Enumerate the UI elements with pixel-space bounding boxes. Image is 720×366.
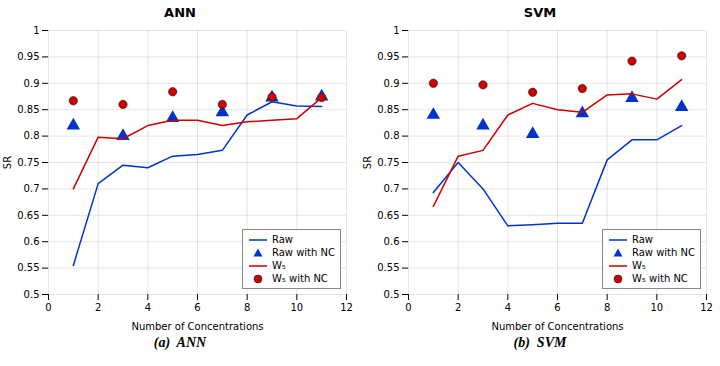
svg-text:0: 0 xyxy=(405,302,411,313)
html-text:W₅ with NC: W₅ with NC xyxy=(271,273,328,284)
html-text:Raw with NC: Raw with NC xyxy=(631,247,695,258)
svg-text:0.6: 0.6 xyxy=(384,236,400,247)
svg-text:0.55: 0.55 xyxy=(17,262,39,273)
svg-text:0.7: 0.7 xyxy=(24,183,40,194)
svg-text:8: 8 xyxy=(604,302,610,313)
svg-text:0.75: 0.75 xyxy=(377,157,399,168)
html-text:(b) SVM: (b) SVM xyxy=(513,335,567,350)
svg-text:0.65: 0.65 xyxy=(17,210,39,221)
svg-text:12: 12 xyxy=(340,302,353,313)
svg-text:8: 8 xyxy=(244,302,250,313)
svg-text:10: 10 xyxy=(290,302,303,313)
svg-text:SR: SR xyxy=(2,156,13,169)
svg-text:0.5: 0.5 xyxy=(384,289,400,300)
html-text:W₅: W₅ xyxy=(271,260,286,271)
html-text:W₅ with NC: W₅ with NC xyxy=(631,273,688,284)
svg-text:1: 1 xyxy=(393,25,399,36)
svg-text:0.8: 0.8 xyxy=(384,130,400,141)
svg-text:0: 0 xyxy=(45,302,51,313)
svg-text:0.7: 0.7 xyxy=(384,183,400,194)
svg-text:SR: SR xyxy=(362,156,373,169)
svg-text:Number of Concentrations: Number of Concentrations xyxy=(131,321,263,332)
svg-text:10: 10 xyxy=(650,302,663,313)
html-text:Raw: Raw xyxy=(631,234,653,245)
svg-text:1: 1 xyxy=(33,25,39,36)
html-text:ANN: ANN xyxy=(164,5,196,20)
svg-text:4: 4 xyxy=(145,302,151,313)
svg-text:6: 6 xyxy=(194,302,200,313)
html-text:W₅: W₅ xyxy=(631,260,646,271)
svg-text:0.85: 0.85 xyxy=(377,104,399,115)
svg-text:2: 2 xyxy=(455,302,461,313)
html-text:Raw: Raw xyxy=(271,234,293,245)
svg-text:0.8: 0.8 xyxy=(24,130,40,141)
html-text:Raw with NC: Raw with NC xyxy=(271,247,335,258)
html-text:SVM: SVM xyxy=(523,5,557,20)
svg-text:0.95: 0.95 xyxy=(377,51,399,62)
svg-text:4: 4 xyxy=(505,302,511,313)
svg-text:6: 6 xyxy=(554,302,560,313)
svg-text:0.55: 0.55 xyxy=(377,262,399,273)
svg-text:0.75: 0.75 xyxy=(17,157,39,168)
svg-text:2: 2 xyxy=(95,302,101,313)
svg-text:0.9: 0.9 xyxy=(384,78,400,89)
svg-text:0.95: 0.95 xyxy=(17,51,39,62)
svg-text:0.9: 0.9 xyxy=(24,78,40,89)
svg-text:Number of Concentrations: Number of Concentrations xyxy=(491,321,623,332)
svg-text:0.6: 0.6 xyxy=(24,236,40,247)
html-text:(a) ANN: (a) ANN xyxy=(153,335,207,350)
svg-text:0.85: 0.85 xyxy=(17,104,39,115)
svg-text:0.65: 0.65 xyxy=(377,210,399,221)
svg-text:12: 12 xyxy=(700,302,713,313)
svg-text:0.5: 0.5 xyxy=(24,289,40,300)
